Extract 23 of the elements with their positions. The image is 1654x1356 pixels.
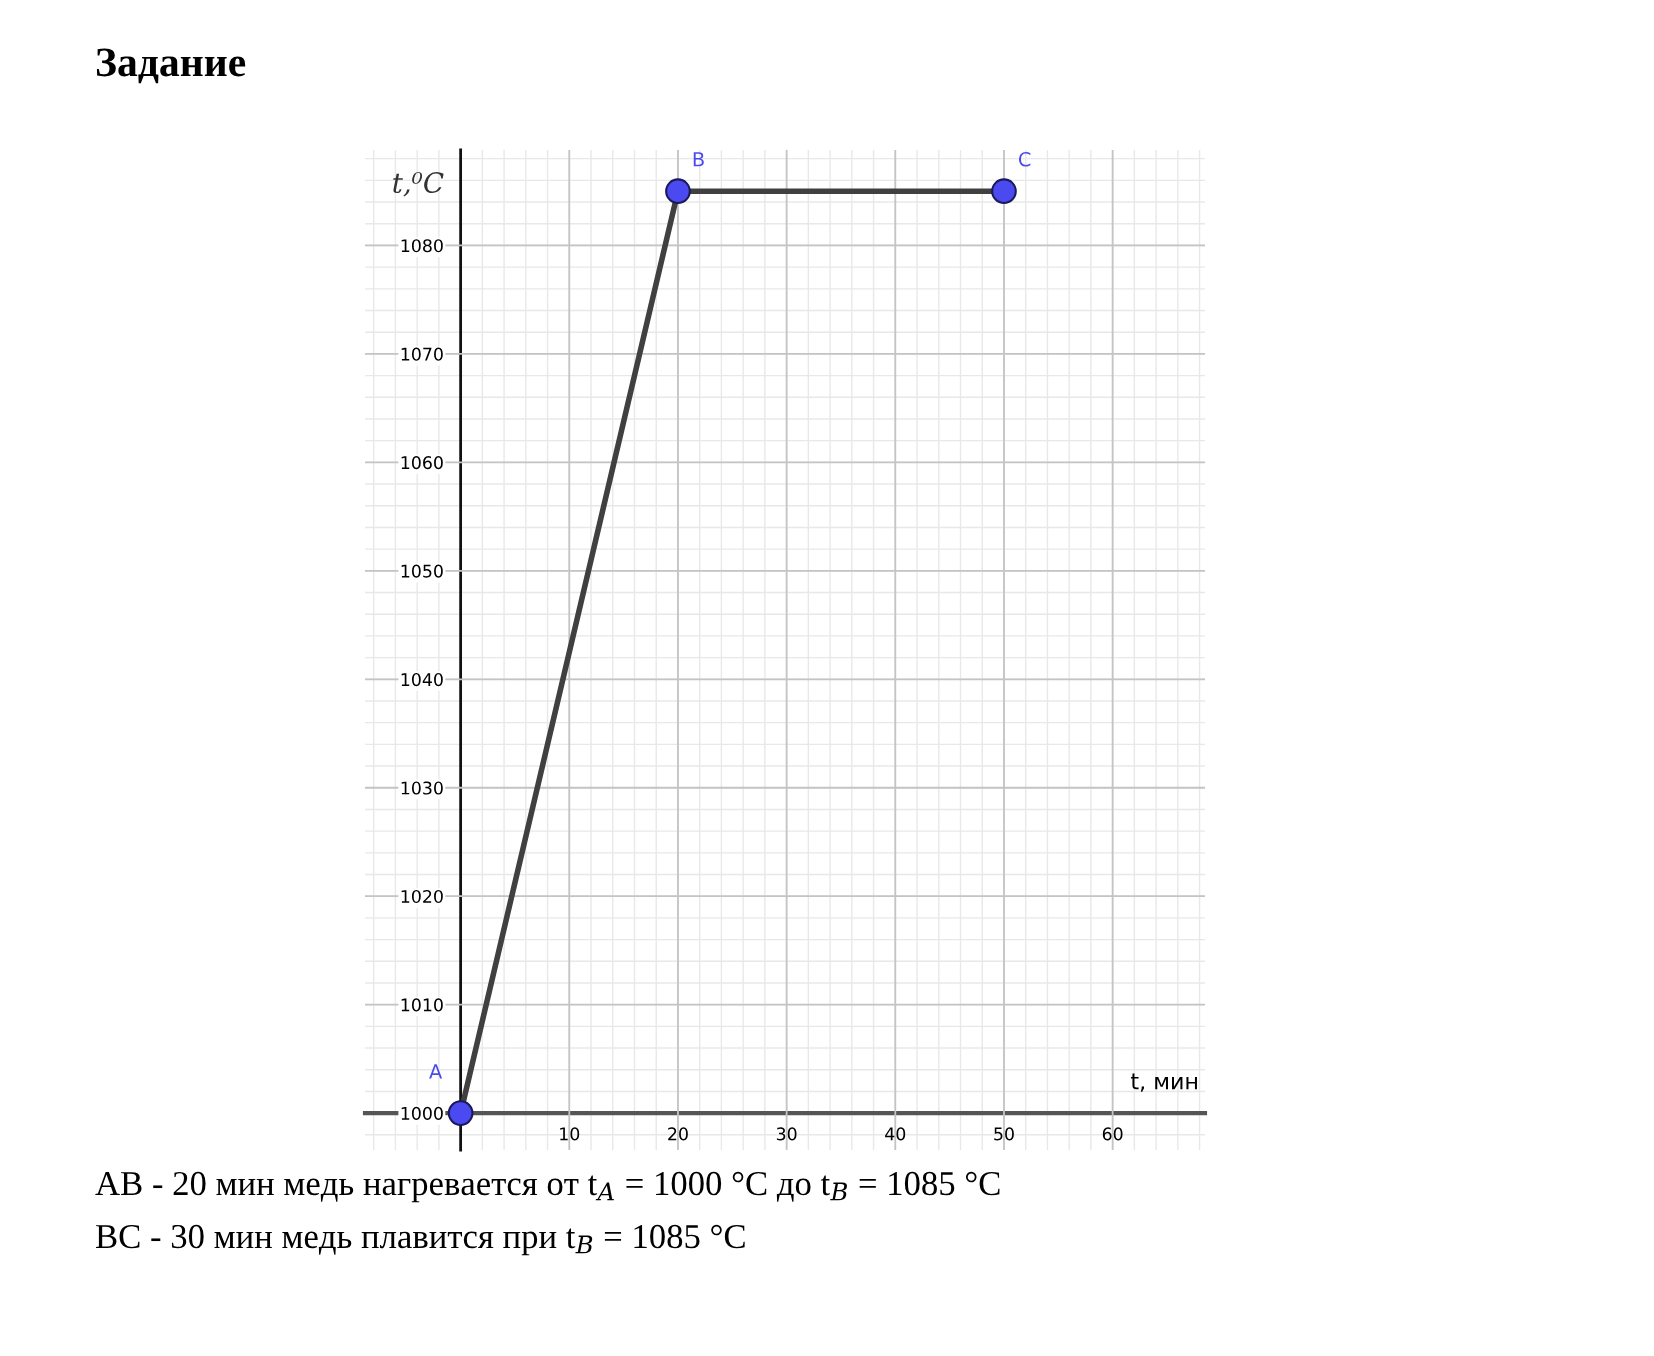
annotation: A [429, 1064, 443, 1079]
annotation: B [693, 152, 704, 167]
text: AB - 20 мин медь нагревается от t$_{A}$ = 1000 °C до t$_{B}$ = 1085 °C [95, 1171, 1000, 1203]
y-axis-title: t,⁰C [393, 172, 444, 197]
text: BC - 30 мин медь плавится при t$_{B}$ = 1085 °C [96, 1224, 745, 1256]
y-tick-label: 1040 [401, 672, 443, 687]
y-tick-label: 1010 [401, 998, 443, 1012]
y-tick-label: 1080 [401, 239, 443, 253]
x-tick-label: 20 [668, 1127, 688, 1141]
y-tick-label: 1000 [401, 1106, 443, 1120]
x-tick-label: 30 [776, 1127, 797, 1141]
x-tick-label: 60 [1102, 1127, 1123, 1141]
y-tick-label: 1020 [401, 889, 443, 904]
x-axis-title: t, мин [1130, 1073, 1197, 1092]
y-tick-label: 1060 [401, 456, 443, 470]
y-tick-label: 1030 [401, 781, 443, 795]
x-tick-label: 10 [560, 1127, 580, 1141]
chart-title: Задание [96, 48, 246, 84]
y-tick-label: 1050 [401, 564, 443, 578]
y-tick-label: 1070 [401, 347, 443, 361]
x-tick-label: 40 [885, 1127, 906, 1141]
x-tick-label: 50 [994, 1127, 1014, 1141]
annotation: C [1018, 151, 1031, 167]
